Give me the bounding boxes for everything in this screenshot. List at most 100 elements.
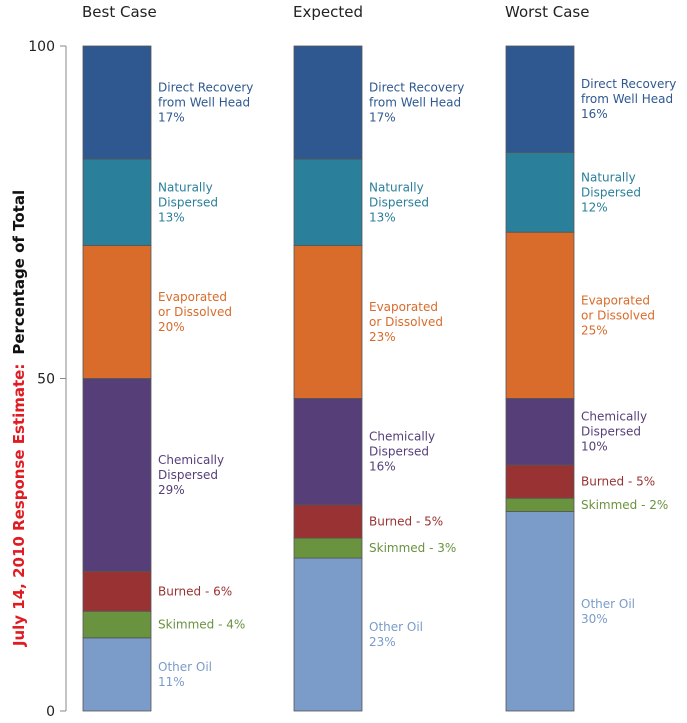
bars-group (82, 45, 575, 712)
segment-label-line: Naturally (369, 180, 424, 194)
segment-label-line: Chemically (369, 430, 435, 444)
segment-labels: Other Oil 11%Skimmed - 4%Burned - 6%Chemi… (158, 77, 676, 689)
segment-label-line: 12% (581, 200, 608, 214)
segment-label-line: Dispersed (158, 195, 218, 209)
segment-label-line: Dispersed (369, 195, 429, 209)
bar-segment (293, 398, 363, 506)
segment-label-line: Dispersed (369, 445, 429, 459)
segment-label-line: Naturally (581, 170, 636, 184)
segment-label: Skimmed - 4% (158, 618, 245, 632)
segment-label: Evaporated or Dissolved 23% (369, 300, 443, 344)
segment-label-line: 16% (581, 107, 608, 121)
segment-label-line: 25% (581, 323, 608, 337)
segment-label-line: from Well Head (581, 92, 673, 106)
segment-label: Burned - 5% (581, 475, 655, 489)
segment-label-line: Other Oil (369, 620, 423, 634)
bar-segment (293, 158, 363, 246)
segment-label-line: Evaporated (158, 290, 227, 304)
segment-label-line: Dispersed (158, 468, 218, 482)
segment-label-line: Skimmed - 3% (369, 541, 456, 555)
y-axis-label-measure: Percentage of Total (10, 190, 28, 355)
column-titles: Best Case Expected Worst Case (82, 3, 589, 21)
segment-label: Chemically Dispersed 16% (369, 430, 435, 474)
segment-label-line: 17% (158, 111, 185, 125)
column-title: Best Case (82, 3, 157, 21)
segment-label: Chemically Dispersed 10% (581, 410, 647, 454)
segment-label-line: 11% (158, 675, 185, 689)
segment-label-line: 13% (158, 210, 185, 224)
segment-label-line: or Dissolved (581, 308, 655, 322)
bar-segment (82, 610, 152, 639)
segment-label-line: 29% (158, 483, 185, 497)
bar-segment (293, 504, 363, 539)
segment-label: Direct Recovery from Well Head 17% (158, 81, 253, 125)
bar-segment (82, 378, 152, 572)
segment-label-line: Chemically (158, 453, 224, 467)
y-axis-ticks: 0 50 100 (28, 39, 66, 720)
segment-label: Other Oil 23% (369, 620, 423, 649)
segment-label-line: Direct Recovery (158, 81, 253, 95)
bar-segment (82, 245, 152, 379)
segment-label-line: from Well Head (369, 96, 461, 110)
segment-label-line: Dispersed (581, 425, 641, 439)
segment-label: Direct Recovery from Well Head 16% (581, 77, 676, 121)
y-tick-label: 100 (28, 39, 55, 55)
segment-label: Naturally Dispersed 13% (158, 180, 218, 224)
column-title: Worst Case (505, 3, 589, 21)
bar-segment (82, 158, 152, 246)
segment-label: Skimmed - 3% (369, 541, 456, 555)
segment-label-line: or Dissolved (158, 305, 232, 319)
segment-label-line: or Dissolved (369, 315, 443, 329)
segment-label-line: Dispersed (581, 185, 641, 199)
segment-label-line: Skimmed - 4% (158, 618, 245, 632)
segment-label-line: Chemically (581, 410, 647, 424)
bar-segment (293, 245, 363, 399)
bar-segment (505, 464, 575, 499)
segment-label-line: Burned - 5% (369, 514, 443, 528)
segment-label: Other Oil 30% (581, 597, 635, 626)
segment-label-line: Other Oil (581, 597, 635, 611)
segment-label-line: from Well Head (158, 96, 250, 110)
column-title: Expected (293, 3, 363, 21)
bar-segment (82, 637, 152, 712)
segment-label-line: Naturally (158, 180, 213, 194)
bar-segment (505, 45, 575, 153)
bar-segment (505, 231, 575, 399)
y-tick-label: 50 (37, 372, 55, 388)
segment-label-line: Burned - 5% (581, 475, 655, 489)
bar-segment (82, 570, 152, 612)
segment-label: Evaporated or Dissolved 25% (581, 293, 655, 337)
bar-segment (293, 557, 363, 712)
segment-label-line: Burned - 6% (158, 584, 232, 598)
segment-label: Naturally Dispersed 12% (581, 170, 641, 214)
segment-label-line: 10% (581, 440, 608, 454)
segment-label-line: Evaporated (369, 300, 438, 314)
segment-label-line: Direct Recovery (581, 77, 676, 91)
bar-segment (293, 537, 363, 559)
segment-label-line: 17% (369, 111, 396, 125)
segment-label: Naturally Dispersed 13% (369, 180, 429, 224)
segment-label: Skimmed - 2% (581, 498, 668, 512)
segment-label-line: Evaporated (581, 293, 650, 307)
y-axis-label-date: July 14, 2010 Response Estimate: (10, 364, 28, 647)
segment-label-line: Direct Recovery (369, 81, 464, 95)
segment-label: Evaporated or Dissolved 20% (158, 290, 232, 334)
y-tick-label: 0 (46, 704, 55, 720)
segment-label-line: 16% (369, 460, 396, 474)
segment-label-line: 20% (158, 320, 185, 334)
segment-label: Direct Recovery from Well Head 17% (369, 81, 464, 125)
segment-label-line: 30% (581, 612, 608, 626)
bar-segment (82, 45, 152, 160)
segment-label-line: 13% (369, 210, 396, 224)
segment-label-line: Skimmed - 2% (581, 498, 668, 512)
segment-label: Chemically Dispersed 29% (158, 453, 224, 497)
segment-label: Burned - 5% (369, 514, 443, 528)
segment-label-line: 23% (369, 330, 396, 344)
bar-segment (505, 511, 575, 712)
segment-label-line: Other Oil (158, 660, 212, 674)
bar-segment (505, 497, 575, 512)
y-axis-label: July 14, 2010 Response Estimate: Percent… (10, 190, 28, 647)
bar-segment (505, 398, 575, 466)
segment-label: Burned - 6% (158, 584, 232, 598)
